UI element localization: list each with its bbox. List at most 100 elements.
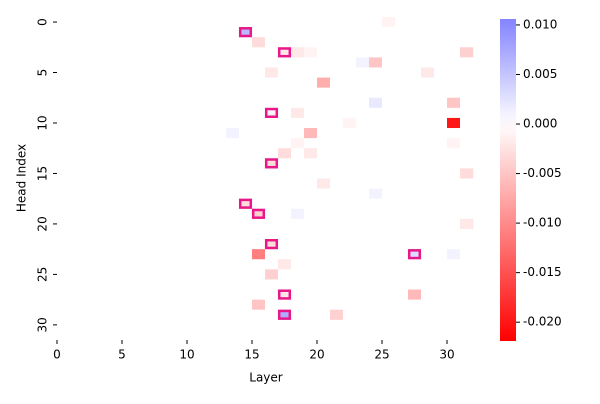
heatmap-cell [135,289,149,300]
heatmap-cell [317,87,331,99]
heatmap-cell [252,97,266,109]
x-tick-label: 15 [244,348,259,362]
heatmap-cell [304,188,318,199]
heatmap-cell [447,309,461,321]
heatmap-cell [369,128,383,139]
heatmap-cell [343,299,357,311]
heatmap-cell [122,329,136,341]
heatmap-cell [239,269,253,280]
heatmap-cell [447,158,461,169]
heatmap-cell [330,329,344,341]
heatmap-cell [356,188,370,199]
heatmap-cell [109,329,123,341]
heatmap-cell [57,178,71,189]
heatmap-cell [83,128,97,139]
heatmap-cell [174,329,188,341]
heatmap-cell [187,57,201,68]
heatmap-cell [369,208,383,220]
heatmap-cell [57,259,71,270]
heatmap-cell [213,319,227,331]
heatmap-cell [265,208,279,220]
heatmap-cell [382,77,396,88]
heatmap-cell [291,259,305,270]
heatmap-cell [447,228,461,240]
heatmap-cell [226,218,240,230]
heatmap-cell [304,178,318,189]
heatmap-cell [239,47,253,58]
heatmap-cell [265,228,279,240]
heatmap-cell [200,309,214,321]
heatmap-cell [460,239,474,250]
heatmap-cell [265,309,279,321]
heatmap-cell [122,87,136,99]
heatmap-cell [330,128,344,139]
heatmap-cell [356,299,370,311]
y-tick-label: 0 [36,18,50,26]
heatmap-cell [239,158,253,169]
heatmap-cell [83,17,97,28]
heatmap-cell [291,37,305,48]
heatmap-cell [226,178,240,189]
heatmap-cell [356,37,370,48]
heatmap-cell [109,198,123,210]
heatmap-cell [317,299,331,311]
heatmap-cell [447,77,461,88]
heatmap-cell [83,168,97,179]
heatmap-cell [343,309,357,321]
heatmap-cell [356,259,370,270]
heatmap-cell [174,77,188,88]
heatmap-cell [122,208,136,220]
heatmap-cell [213,117,227,129]
heatmap-cell [213,67,227,78]
heatmap-cell [252,87,266,99]
heatmap-cell [83,158,97,169]
heatmap-cell [239,188,253,199]
heatmap-cell [252,249,266,260]
heatmap-cell [70,329,84,341]
heatmap-cell [291,117,305,129]
heatmap-cell [447,97,461,109]
heatmap-cell [278,228,292,240]
heatmap-cell [174,27,188,38]
heatmap-cell [265,17,279,28]
heatmap-cell [447,279,461,290]
heatmap-cell [109,239,123,250]
heatmap-cell [174,168,188,179]
heatmap-cell [135,37,149,48]
heatmap-cell [174,269,188,280]
heatmap-cell [148,107,162,119]
heatmap-cell [122,77,136,88]
heatmap-cell [408,208,422,220]
heatmap-cell [213,269,227,280]
heatmap-cell [96,279,110,290]
heatmap-cell [57,17,71,28]
heatmap-cell [434,117,448,129]
heatmap-cell [187,188,201,199]
heatmap-cell [317,188,331,199]
heatmap-cell [57,309,71,321]
heatmap-cell [57,138,71,149]
heatmap-cell [252,138,266,149]
heatmap-cell [421,178,435,189]
heatmap-cell [291,47,305,58]
heatmap-cell [460,27,474,38]
heatmap-cell [187,77,201,88]
heatmap-cell [109,87,123,99]
heatmap-cell [226,279,240,290]
heatmap-cell [343,128,357,139]
heatmap-cell [148,279,162,290]
heatmap-cell [70,319,84,331]
heatmap-cell [265,57,279,68]
heatmap-cell [187,329,201,341]
heatmap-cell [434,27,448,38]
heatmap-cell [330,27,344,38]
heatmap-cell [369,158,383,169]
heatmap-cell [57,117,71,129]
heatmap-cell [226,319,240,331]
heatmap-cell [109,67,123,78]
heatmap-cell [343,57,357,68]
heatmap-cell [317,249,331,260]
heatmap-cell [304,218,318,230]
heatmap-cell [226,158,240,169]
heatmap-cell [187,259,201,270]
